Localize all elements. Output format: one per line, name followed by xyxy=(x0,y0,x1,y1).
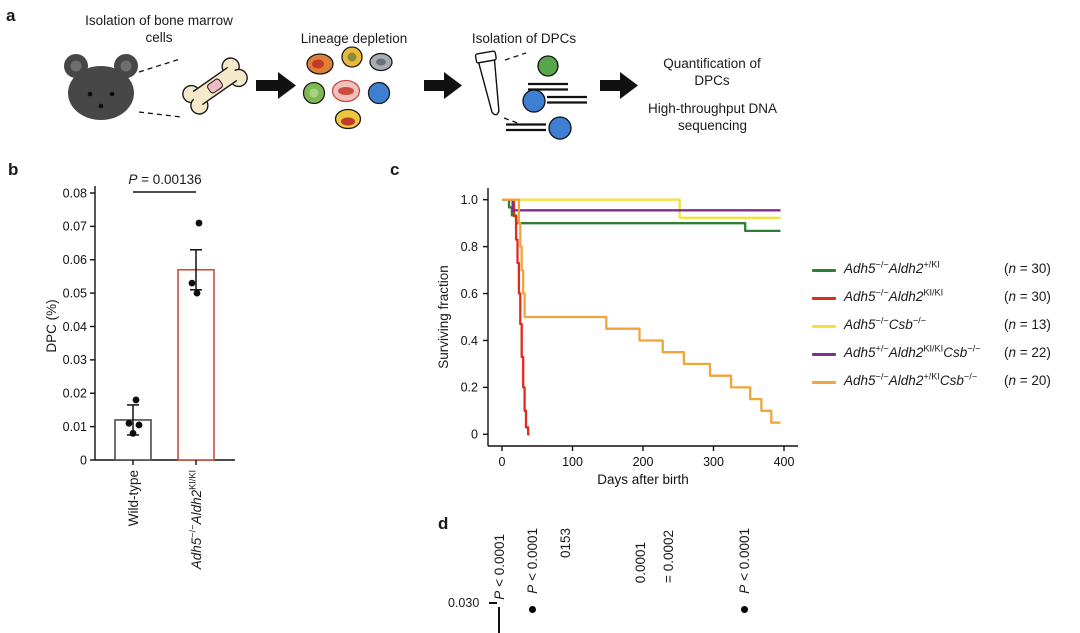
survival-chart: 0 100 200 300 400 0 0.2 0.4 0.6 0.8 1.0 Days after … xyxy=(461,188,798,487)
caption-output1: Quantification of DPCs xyxy=(663,56,761,89)
panel-d-pvalue: P < 0.0001 xyxy=(492,534,507,600)
legend-swatch-icon xyxy=(812,353,836,356)
legend-item: Adh5−/−Aldh2KI/KI (n = 30) xyxy=(812,287,1080,309)
data-point xyxy=(195,219,203,227)
c-ytick: 1.0 xyxy=(461,193,478,207)
legend-item: Adh5−/−Aldh2+/KI (n = 30) xyxy=(812,259,1080,281)
c-ytick: 0.6 xyxy=(461,287,478,301)
b-xtick-mutant: Adh5−/−Aldh2KI/KI xyxy=(187,470,205,570)
c-xtick: 0 xyxy=(499,455,506,469)
legend-swatch-icon xyxy=(812,325,836,328)
series-line-3 xyxy=(502,198,781,212)
survival-chart-axes: 0 100 200 300 400 0 0.2 0.4 0.6 0.8 1.0 Days after … xyxy=(461,188,798,487)
b-ytick: 0.02 xyxy=(63,387,87,401)
tube-dashes xyxy=(503,52,527,126)
legend-swatch-icon xyxy=(812,269,836,272)
data-point xyxy=(528,606,536,613)
c-ytick: 0 xyxy=(471,428,478,442)
caption-step3: Isolation of DPCs xyxy=(471,31,577,46)
series-line-2 xyxy=(502,198,781,219)
bone-icon xyxy=(182,57,248,115)
c-xtick: 400 xyxy=(774,455,795,469)
b-ytick: 0.06 xyxy=(63,253,87,267)
caption-output2: High-throughput DNA sequencing xyxy=(647,101,778,134)
panel-d-label: d xyxy=(438,514,449,533)
tube-icon xyxy=(474,50,500,116)
b-ytick: 0.01 xyxy=(63,420,87,434)
legend-n: (n = 20) xyxy=(1004,373,1051,388)
panel-b-label: b xyxy=(8,160,19,179)
legend-item: Adh5−/−Csb−/− (n = 13) xyxy=(812,315,1080,337)
panel-d-pvalue: 0.0001 xyxy=(633,542,648,584)
arrow-right-icon xyxy=(256,72,296,99)
d-ytick: 0.030 xyxy=(448,596,480,610)
c-ytick: 0.8 xyxy=(461,240,478,254)
b-ylabel: DPC (%) xyxy=(44,299,59,353)
legend-label: Adh5−/−Aldh2+/KI xyxy=(844,259,940,276)
series-line-1 xyxy=(502,198,530,436)
legend-item: Adh5+/−Aldh2KI/KICsb−/− (n = 22) xyxy=(812,343,1080,365)
c-ylabel: Surviving fraction xyxy=(436,265,451,369)
legend-label: Adh5−/−Aldh2KI/KI xyxy=(844,287,944,304)
b-xtick-wildtype: Wild-type xyxy=(126,470,141,527)
arrow-right-icon xyxy=(600,72,638,99)
d-y-axis xyxy=(498,607,500,633)
data-point xyxy=(125,419,133,427)
c-xtick: 200 xyxy=(633,455,654,469)
b-ytick: 0.03 xyxy=(63,353,87,367)
mouse-icon xyxy=(64,54,138,120)
legend-item: Adh5−/−Aldh2+/KICsb−/− (n = 20) xyxy=(812,371,1080,393)
b-ytick: 0.07 xyxy=(63,220,87,234)
c-xtick: 300 xyxy=(703,455,724,469)
caption-step1: Isolation of bone marrow cells xyxy=(85,13,233,46)
c-ytick: 0.4 xyxy=(461,334,478,348)
c-xlabel: Days after birth xyxy=(597,472,689,487)
c-xtick: 100 xyxy=(562,455,583,469)
c-ytick: 0.2 xyxy=(461,381,478,395)
panel-d-pvalue: 0153 xyxy=(558,528,573,559)
b-ytick: 0.04 xyxy=(63,320,87,334)
panel-d-pvalue: P < 0.0001 xyxy=(737,528,752,594)
bar-chart-axes: 0 0.01 0.02 0.03 0.04 0.05 0.06 0.07 0.08 xyxy=(63,186,235,467)
series-line-0 xyxy=(502,198,781,233)
series-line-4 xyxy=(502,198,781,424)
data-point xyxy=(132,396,140,404)
legend-swatch-icon xyxy=(812,381,836,384)
dpc-dna-icon xyxy=(506,55,587,140)
caption-step2: Lineage depletion xyxy=(300,31,408,46)
panel-a-label: a xyxy=(6,6,16,25)
arrow-right-icon xyxy=(424,72,462,99)
legend-label: Adh5−/−Csb−/− xyxy=(844,315,927,332)
legend-swatch-icon xyxy=(812,297,836,300)
b-ytick: 0 xyxy=(80,453,87,467)
panel-a-art xyxy=(64,46,638,140)
legend-n: (n = 30) xyxy=(1004,261,1051,276)
panel-d-pvalue: = 0.0002 xyxy=(661,530,676,583)
dissection-dashes xyxy=(138,58,182,118)
legend-n: (n = 13) xyxy=(1004,317,1051,332)
legend-label: Adh5−/−Aldh2+/KICsb−/− xyxy=(844,371,978,388)
bar-1 xyxy=(177,268,215,461)
data-point xyxy=(740,606,748,613)
panel-d-pvalue: P < 0.0001 xyxy=(525,528,540,594)
d-ytick-mark xyxy=(489,602,497,604)
data-point xyxy=(135,421,143,429)
b-p-annotation: P = 0.00136 xyxy=(128,172,202,187)
b-ytick: 0.05 xyxy=(63,286,87,300)
bar-chart: 0 0.01 0.02 0.03 0.04 0.05 0.06 0.07 0.08 xyxy=(63,186,235,467)
legend-n: (n = 30) xyxy=(1004,289,1051,304)
legend-n: (n = 22) xyxy=(1004,345,1051,360)
b-ytick: 0.08 xyxy=(63,186,87,200)
data-point xyxy=(188,279,196,287)
legend-label: Adh5+/−Aldh2KI/KICsb−/− xyxy=(844,343,981,360)
data-point xyxy=(129,429,137,437)
cell-cluster-icon xyxy=(302,46,393,130)
panel-c-label: c xyxy=(390,160,400,179)
data-point xyxy=(193,289,201,297)
